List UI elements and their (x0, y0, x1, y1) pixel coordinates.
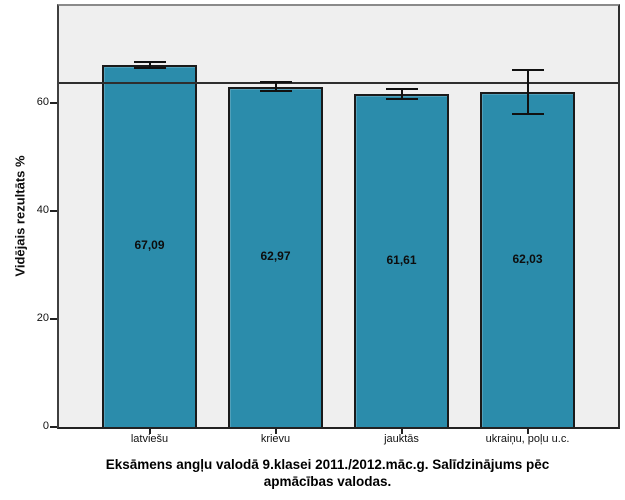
y-tick-label-0: 0 (42, 420, 49, 432)
x-tick-1 (274, 429, 277, 434)
bar-value-label-0: 67,09 (134, 237, 165, 252)
error-bar-cap-bottom-1 (259, 89, 292, 92)
error-bar-cap-top-2 (385, 88, 418, 91)
x-tick-2 (400, 429, 403, 434)
bar-value-label-2: 61,61 (386, 252, 417, 267)
caption-line-2: apmācības valodas. (263, 473, 392, 489)
error-bar-cap-bottom-2 (385, 98, 418, 101)
error-bar-line-3 (526, 69, 529, 115)
plot-area: 67,09 62,97 61,61 62,03 (57, 4, 620, 429)
y-tick-label-3: 60 (36, 96, 49, 109)
bar-value-label-3: 62,03 (512, 251, 543, 266)
caption-line-1: Eksāmens angļu valodā 9.klasei 2011./201… (105, 457, 550, 472)
x-tick-3 (526, 429, 529, 434)
bar-0 (102, 64, 197, 427)
y-tick-0 (50, 426, 57, 428)
error-bar-cap-top-3 (511, 68, 544, 71)
error-bar-cap-bottom-3 (511, 113, 544, 116)
x-tick-0 (148, 429, 151, 434)
x-tick-label-1: krievu (260, 433, 291, 445)
y-tick-1 (50, 318, 57, 321)
error-bar-line-1 (274, 81, 277, 91)
error-bar-cap-top-0 (133, 60, 166, 63)
y-tick-label-2: 40 (36, 204, 49, 217)
x-tick-label-2: jauktās (384, 433, 419, 445)
error-bar-line-2 (400, 89, 403, 100)
bar-1 (228, 87, 323, 427)
x-tick-label-3: ukraiņu, poļu u.c. (485, 433, 570, 445)
chart-caption: Eksāmens angļu valodā 9.klasei 2011./201… (45, 457, 610, 491)
error-bar-line-0 (148, 61, 151, 69)
y-tick-label-1: 20 (36, 312, 49, 325)
x-tick-label-0: latviešu (130, 433, 169, 445)
bar-value-label-1: 62,97 (260, 249, 291, 264)
y-tick-3 (50, 102, 57, 105)
bar-2 (354, 94, 449, 427)
reference-line (59, 82, 618, 85)
error-bar-cap-bottom-0 (133, 67, 166, 70)
bar-3 (480, 92, 575, 427)
error-bar-cap-top-1 (259, 80, 292, 83)
y-tick-2 (50, 210, 57, 213)
